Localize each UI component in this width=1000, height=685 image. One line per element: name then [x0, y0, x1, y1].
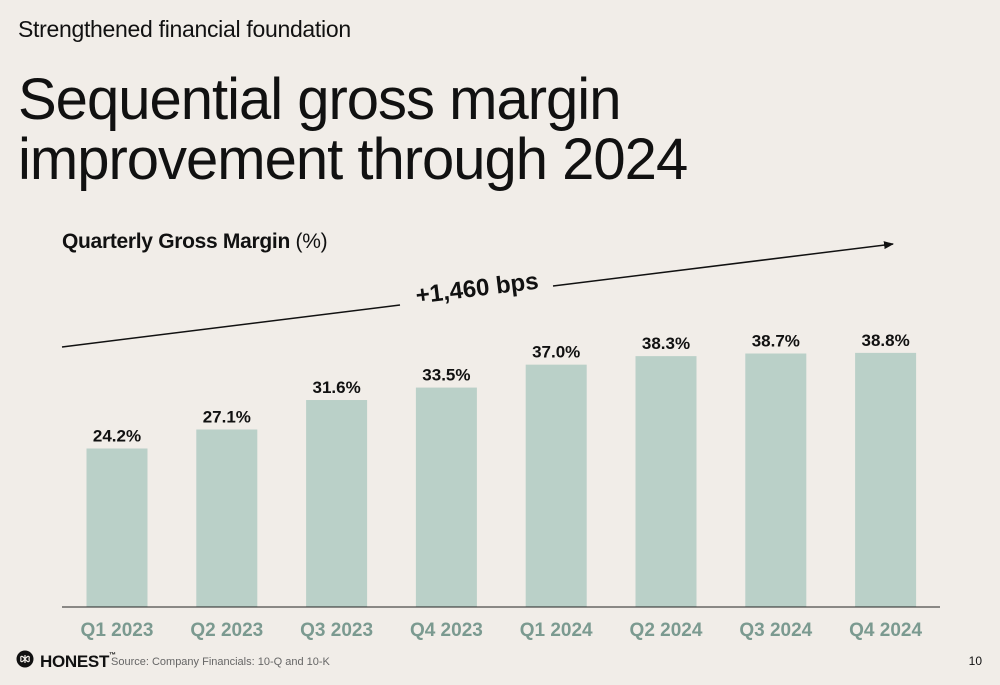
x-tick-label: Q1 2023: [81, 620, 154, 641]
chart-title-main: Quarterly Gross Margin: [62, 230, 290, 253]
data-label: 31.6%: [312, 378, 360, 397]
x-tick-label: Q1 2024: [520, 620, 593, 641]
data-label: 24.2%: [93, 426, 141, 445]
butterfly-icon: [16, 650, 34, 673]
bar-q2-2023: [196, 429, 258, 607]
data-label: 38.7%: [752, 332, 800, 351]
brand-wordmark: HONEST: [40, 651, 110, 671]
bar-q3-2024: [745, 353, 807, 607]
chart-title-unit: (%): [295, 230, 328, 253]
bar-q1-2024: [525, 364, 587, 607]
page-number: 10: [968, 654, 982, 668]
slide-eyebrow: Strengthened financial foundation: [18, 16, 351, 42]
data-label: 27.1%: [203, 407, 251, 426]
bar-q4-2024: [855, 352, 917, 607]
brand-trademark: ™: [109, 651, 116, 659]
headline-line-2: improvement through 2024: [18, 127, 688, 192]
brand-name: HONEST™: [40, 652, 116, 672]
bar-q3-2023: [306, 400, 368, 607]
data-label: 38.3%: [642, 334, 690, 353]
trend-line-left: [61, 304, 401, 348]
data-label: 38.8%: [861, 331, 909, 350]
bars-layer: 24.2% Q1 2023 27.1% Q2 2023 31.6% Q3 2023 33.5…: [81, 331, 923, 641]
x-tick-label: Q2 2023: [190, 620, 263, 641]
data-label: 37.0%: [532, 343, 580, 362]
x-tick-label: Q2 2024: [630, 620, 703, 641]
bar-q2-2024: [635, 356, 697, 607]
bar-q1-2023: [86, 448, 148, 607]
brand-logo: HONEST™: [16, 650, 116, 673]
data-label: 33.5%: [422, 366, 470, 385]
headline-line-1: Sequential gross margin: [18, 67, 621, 132]
slide-headline: Sequential gross margin improvement thro…: [18, 67, 688, 192]
chart-title: Quarterly Gross Margin (%): [62, 230, 328, 254]
bps-annotation: +1,460 bps: [414, 268, 540, 310]
x-tick-label: Q4 2024: [849, 620, 922, 641]
x-tick-label: Q3 2023: [300, 620, 373, 641]
x-tick-label: Q4 2023: [410, 620, 483, 641]
bar-q4-2023: [415, 387, 477, 607]
x-tick-label: Q3 2024: [739, 620, 812, 641]
source-note: Source: Company Financials: 10-Q and 10-…: [111, 656, 330, 668]
trend-arrow: [552, 241, 894, 287]
